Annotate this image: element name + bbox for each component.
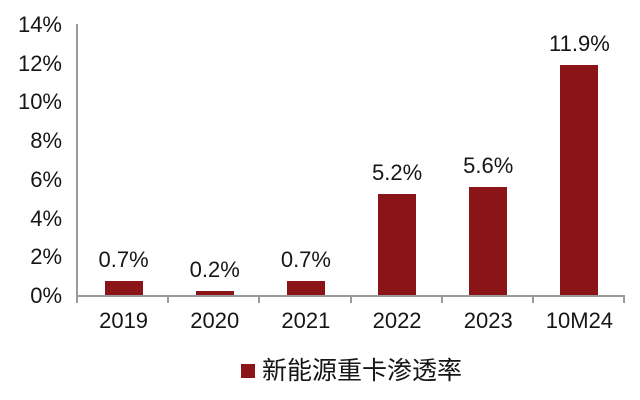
bar-2022 — [378, 194, 417, 295]
x-tick-mark — [167, 295, 170, 303]
legend-label: 新能源重卡渗透率 — [261, 357, 462, 385]
y-tick-label: 6% — [30, 166, 62, 192]
x-tick-mark — [349, 295, 352, 303]
x-tick-mark — [258, 295, 261, 303]
value-label: 0.7% — [280, 247, 331, 273]
bar-2023 — [469, 186, 508, 295]
x-tick-mark — [531, 295, 534, 303]
x-tick-mark — [623, 295, 625, 303]
y-axis-line — [76, 24, 78, 295]
x-tick-label: 2022 — [372, 308, 422, 333]
x-tick-label: 2023 — [463, 308, 513, 333]
bar-10M24 — [560, 64, 599, 295]
y-tick-label: 8% — [30, 128, 62, 154]
value-label: 11.9% — [549, 30, 610, 56]
legend: 新能源重卡渗透率 — [78, 356, 625, 386]
value-label: 5.2% — [372, 160, 423, 186]
y-tick-label: 0% — [30, 283, 62, 308]
y-tick-label: 10% — [17, 89, 62, 115]
y-tick-label: 12% — [17, 50, 62, 76]
value-label: 0.7% — [98, 247, 149, 273]
x-tick-label: 2021 — [281, 308, 331, 333]
x-tick-label: 2020 — [190, 308, 240, 333]
x-tick-label: 2019 — [99, 308, 149, 333]
x-tick-mark — [440, 295, 443, 303]
bar-2021 — [286, 281, 325, 295]
legend-square-marker-icon — [240, 364, 255, 378]
value-label: 0.2% — [189, 257, 240, 283]
x-tick-label: 10M24 — [545, 308, 614, 333]
value-label: 5.6% — [463, 152, 514, 178]
y-tick-label: 14% — [17, 12, 62, 37]
bar-2019 — [104, 281, 143, 295]
y-tick-label: 2% — [30, 244, 62, 270]
bar-2020 — [195, 291, 234, 295]
y-tick-label: 4% — [30, 205, 62, 231]
x-tick-mark — [76, 295, 78, 303]
